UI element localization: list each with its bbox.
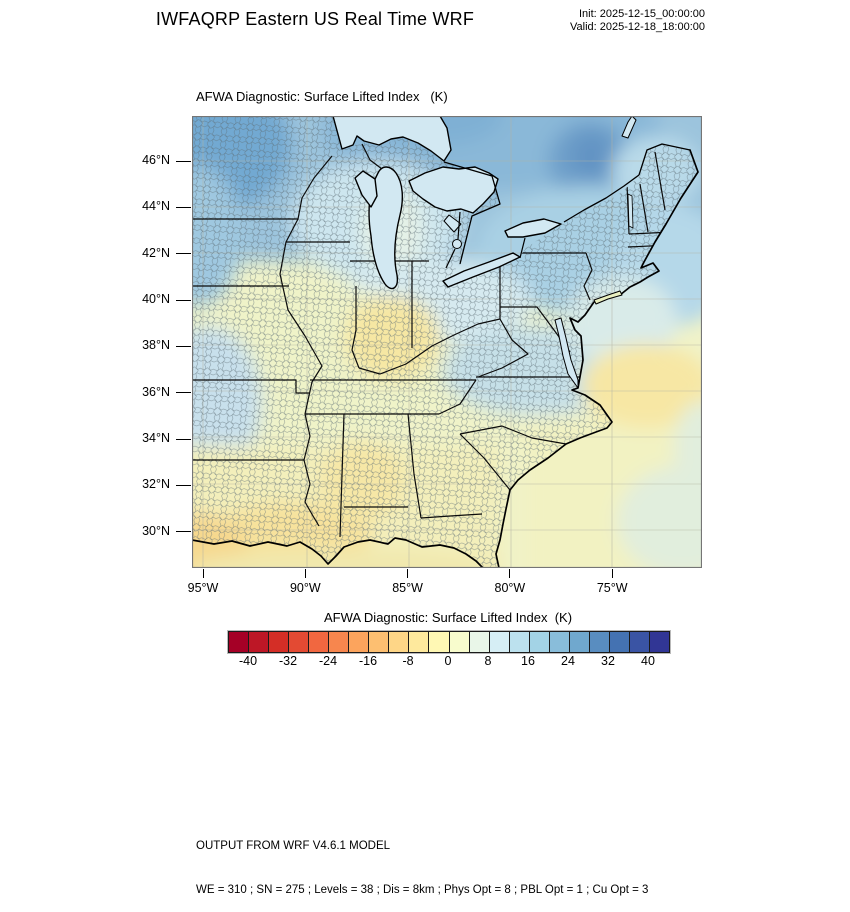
map-frame — [191, 115, 703, 569]
lon-tick-label: 95°W — [187, 581, 219, 595]
lon-tick-mark — [202, 569, 204, 578]
colorbar-cell — [369, 632, 390, 652]
colorbar-cell — [529, 632, 550, 652]
lake-huron — [408, 166, 499, 214]
lat-tick-label: 42°N — [142, 245, 170, 260]
colorbar-cell — [269, 632, 290, 652]
gulf-coast — [192, 537, 484, 568]
colorbar-tick-label: 16 — [521, 654, 535, 668]
colorbar-cell — [549, 632, 570, 652]
colorbar-cell — [649, 632, 670, 652]
colorbar-cell — [569, 632, 590, 652]
lat-tick-mark — [176, 531, 191, 533]
timestamp-block: Init: 2025-12-15_00:00:00 Valid: 2025-12… — [430, 8, 705, 34]
colorbar-cell — [389, 632, 410, 652]
lon-tick-mark — [611, 569, 613, 578]
colorbar-cell — [409, 632, 430, 652]
lat-tick-label: 30°N — [142, 523, 170, 538]
colorbar-cell — [429, 632, 450, 652]
lat-tick-mark — [176, 392, 191, 394]
lat-tick-label: 38°N — [142, 338, 170, 353]
lon-tick-label: 75°W — [596, 581, 628, 595]
lat-tick-mark — [176, 253, 191, 255]
wrf-plot-page: { "header": { "title": "IWFAQRP Eastern … — [142, 8, 705, 896]
valid-timestamp: Valid: 2025-12-18_18:00:00 — [570, 21, 705, 33]
chesapeake-bay — [554, 317, 579, 389]
lon-tick-mark — [304, 569, 306, 578]
lat-tick-mark — [176, 438, 191, 440]
map-border-frame — [191, 115, 703, 569]
colorbar — [228, 631, 670, 653]
colorbar-cell — [589, 632, 610, 652]
lat-tick-mark — [176, 484, 191, 486]
colorbar-cell — [349, 632, 370, 652]
state-borders — [192, 143, 674, 538]
colorbar-cell — [469, 632, 490, 652]
colorbar-cell — [289, 632, 310, 652]
colorbar-tick-label: 40 — [641, 654, 655, 668]
colorbar-cell — [629, 632, 650, 652]
colorbar-tick-label: -40 — [238, 654, 258, 668]
colorbar-tick-label: -8 — [402, 654, 414, 668]
lon-tick-mark — [407, 569, 409, 578]
lon-tick-mark — [509, 569, 511, 578]
wrf-map-canvas — [191, 115, 703, 569]
lat-tick-label: 34°N — [142, 431, 170, 446]
colorbar-cell — [449, 632, 470, 652]
lat-tick-label: 32°N — [142, 477, 170, 492]
lat-tick-mark — [176, 345, 191, 347]
colorbar-cell — [609, 632, 630, 652]
coastline — [192, 149, 699, 568]
colorbar-tick-label: 0 — [444, 654, 452, 668]
lat-tick-label: 36°N — [142, 384, 170, 399]
lat-tick-mark — [176, 206, 191, 208]
long-island — [593, 290, 623, 305]
model-version-line: OUTPUT FROM WRF V4.6.1 MODEL — [196, 840, 391, 852]
lon-tick-label: 90°W — [289, 581, 321, 595]
colorbar-title: AFWA Diagnostic: Surface Lifted Index (K… — [323, 610, 573, 625]
lon-tick-label: 80°W — [494, 581, 526, 595]
colorbar-tick-label: 32 — [601, 654, 615, 668]
colorbar-tick-label: -24 — [318, 654, 338, 668]
colorbar-cell — [229, 632, 250, 652]
lake-michigan — [368, 166, 404, 290]
green-bay — [354, 170, 378, 208]
map-subtitle: AFWA Diagnostic: Surface Lifted Index (K… — [196, 89, 448, 104]
lake-superior — [332, 116, 452, 162]
colorbar-cell — [309, 632, 330, 652]
lat-tick-label: 46°N — [142, 153, 170, 167]
lake-st-clair — [452, 239, 462, 249]
colorbar-tick-label: 8 — [484, 654, 492, 668]
colorbar-tick-label: -16 — [358, 654, 378, 668]
lake-champlain — [627, 193, 634, 229]
lat-tick-mark — [176, 160, 191, 162]
lat-tick-label: 40°N — [142, 292, 170, 307]
canada-border — [443, 143, 691, 265]
colorbar-tick-label: 24 — [561, 654, 575, 668]
great-lakes — [332, 116, 637, 389]
colorbar-cell — [509, 632, 530, 652]
colorbar-cell — [329, 632, 350, 652]
lon-tick-label: 85°W — [392, 581, 423, 595]
lat-tick-label: 44°N — [142, 199, 170, 214]
model-config-line: WE = 310 ; SN = 275 ; Levels = 38 ; Dis … — [196, 883, 649, 896]
lake-ontario — [504, 218, 562, 238]
init-timestamp: Init: 2025-12-15_00:00:00 — [579, 8, 705, 20]
colorbar-cell — [249, 632, 270, 652]
atlantic-coast — [495, 149, 699, 568]
border-rivers — [445, 211, 526, 269]
quebec-lake — [621, 116, 637, 139]
colorbar-tick-label: -32 — [278, 654, 298, 668]
saginaw-bay — [443, 214, 462, 233]
colorbar-cell — [489, 632, 510, 652]
page-title: IWFAQRP Eastern US Real Time WRF — [155, 9, 475, 29]
model-info-block: OUTPUT FROM WRF V4.6.1 MODEL WE = 310 ; … — [196, 810, 648, 912]
lat-tick-mark — [176, 299, 191, 301]
